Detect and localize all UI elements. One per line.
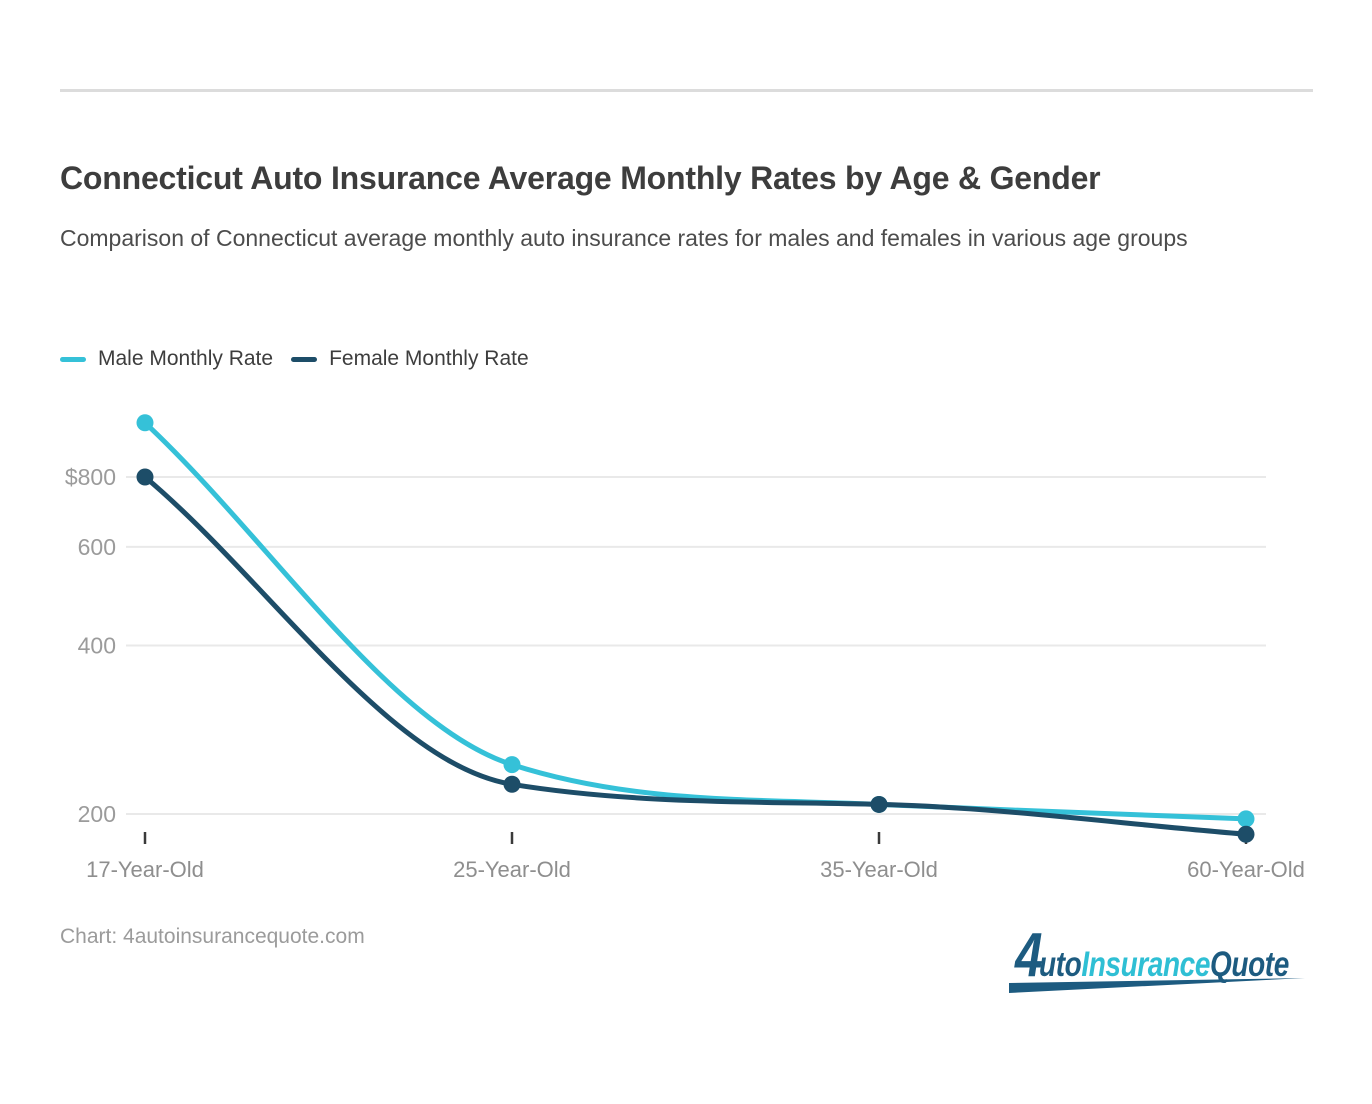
male-series-label: Male Monthly Rate: [98, 347, 274, 370]
legend-item-male: Male Monthly Rate: [60, 347, 273, 371]
y-axis-label: 400: [78, 632, 116, 658]
x-axis-label: 35-Year-Old: [820, 857, 938, 882]
brand-logo[interactable]: 4 uto Insurance Quote: [1003, 921, 1323, 998]
line-chart-plot: $800 600 400 200 17-Year-Old 25-Year-Old 35-Ye…: [65, 414, 1305, 882]
data-point-male: [503, 756, 521, 774]
data-point-female: [136, 468, 154, 486]
y-axis-label: $800: [65, 464, 116, 490]
chart-legend: Male Monthly Rate Female Monthly Rate: [60, 344, 529, 374]
series-line-female: [142, 474, 1249, 837]
logo-quote-text: Quote: [1210, 945, 1289, 984]
x-axis-label: 60-Year-Old: [1187, 857, 1305, 882]
logo-4-glyph: 4: [1015, 921, 1043, 990]
logo-uto-text: uto: [1038, 945, 1082, 984]
x-axis-label: 17-Year-Old: [86, 857, 204, 882]
female-series-label: Female Monthly Rate: [329, 347, 529, 370]
data-point-female: [1237, 825, 1255, 843]
chart-credit: Chart: 4autoinsurancequote.com: [60, 925, 365, 948]
data-point-female: [503, 775, 521, 793]
logo-insurance-text: Insurance: [1081, 945, 1211, 984]
female-series-swatch-icon: [291, 356, 318, 362]
data-point-male: [1237, 810, 1255, 828]
male-series-swatch-icon: [60, 356, 86, 362]
legend-item-female: Female Monthly Rate: [291, 347, 529, 371]
top-divider: [60, 89, 1313, 92]
y-axis-label: 200: [78, 801, 116, 827]
x-axis-label: 25-Year-Old: [453, 857, 571, 882]
logo-text: 4 uto Insurance Quote: [1015, 921, 1289, 990]
y-axis-label: 600: [78, 534, 116, 560]
data-point-female: [870, 795, 888, 813]
chart-title: Connecticut Auto Insurance Average Month…: [60, 160, 1101, 196]
logo-swoosh-icon: [1009, 978, 1305, 993]
series-line-male: [142, 420, 1249, 822]
chart-subtitle: Comparison of Connecticut average monthl…: [60, 225, 1188, 251]
data-point-male: [136, 414, 154, 432]
